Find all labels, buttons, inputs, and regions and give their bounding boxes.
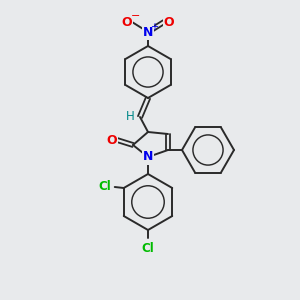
Text: O: O xyxy=(164,16,174,28)
Text: Cl: Cl xyxy=(142,242,154,254)
Text: O: O xyxy=(122,16,132,28)
Text: −: − xyxy=(131,11,141,21)
Text: H: H xyxy=(126,110,134,122)
Text: Cl: Cl xyxy=(98,181,111,194)
Text: O: O xyxy=(107,134,117,146)
Text: N: N xyxy=(143,26,153,38)
Text: N: N xyxy=(143,151,153,164)
Text: +: + xyxy=(150,22,158,32)
